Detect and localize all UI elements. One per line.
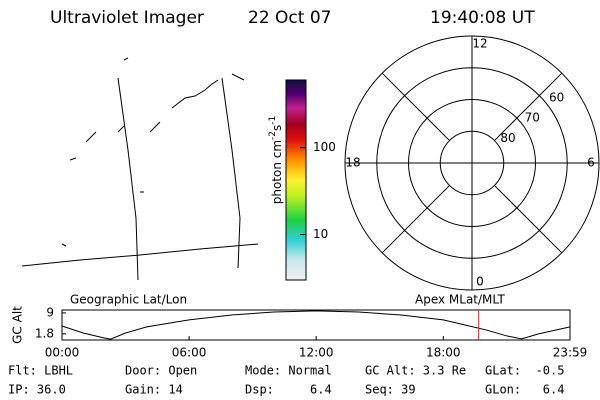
date: 22 Oct 07 bbox=[248, 8, 331, 28]
orbit-ylabel: GC Alt bbox=[11, 306, 25, 344]
lat-label: 70 bbox=[525, 111, 540, 125]
status-field: Gain: 14 bbox=[125, 383, 183, 397]
mlt-label: 0 bbox=[476, 275, 484, 289]
status-field: Mode: Normal bbox=[245, 364, 332, 378]
x-tick-label: 00:00 bbox=[45, 346, 80, 360]
mlt-diag bbox=[381, 185, 450, 254]
colorbar-tick-label: 10 bbox=[313, 227, 328, 241]
status-field: Flt: LBHL bbox=[8, 364, 73, 378]
label-exp: -2 bbox=[268, 131, 278, 140]
time: 19:40:08 UT bbox=[430, 8, 535, 28]
x-tick-label: 06:00 bbox=[172, 346, 207, 360]
colorbar-scale bbox=[285, 79, 307, 281]
mlt-diag bbox=[381, 72, 450, 141]
status-field: Dsp: 6.4 bbox=[245, 383, 332, 397]
status-field: IP: 36.0 bbox=[8, 383, 66, 397]
lat-label: 60 bbox=[549, 90, 564, 104]
orbit-label: Geographic Lat/Lon bbox=[70, 293, 187, 307]
mlt-label: 12 bbox=[472, 37, 487, 51]
status-field: Door: Open bbox=[125, 364, 197, 378]
x-tick-label: 12:00 bbox=[299, 346, 334, 360]
y-tick-label: 1.8 bbox=[35, 326, 54, 340]
mlt-diag bbox=[494, 185, 563, 254]
status-field: GLon: 6.4 bbox=[485, 383, 564, 397]
label-exp: -1 bbox=[268, 116, 278, 125]
altitude-line bbox=[61, 310, 571, 340]
mlt-label: 6 bbox=[587, 156, 595, 170]
label-text: photon cm bbox=[270, 140, 284, 204]
mlt-label: 18 bbox=[345, 156, 360, 170]
status-field: GLat: -0.5 bbox=[485, 364, 564, 378]
colorbar-tick-label: 100 bbox=[313, 140, 336, 154]
status-field: GC Alt: 3.3 Re bbox=[365, 364, 466, 378]
title: Ultraviolet Imager bbox=[50, 8, 204, 28]
orbit-label: Apex MLat/MLT bbox=[415, 293, 505, 307]
x-tick-label: 23:59 bbox=[553, 346, 588, 360]
mlt-diag bbox=[494, 72, 563, 141]
label-text: s bbox=[270, 125, 284, 131]
map bbox=[21, 57, 259, 281]
status-field: Seq: 39 bbox=[365, 383, 416, 397]
colorbar: photon cm-2s-1 bbox=[268, 79, 307, 281]
colorbar-label: photon cm-2s-1 bbox=[268, 116, 284, 205]
orbit-frame bbox=[61, 309, 571, 341]
y-tick-label: 9 bbox=[46, 305, 54, 319]
x-tick-label: 18:00 bbox=[426, 346, 461, 360]
lat-label: 80 bbox=[500, 131, 515, 145]
